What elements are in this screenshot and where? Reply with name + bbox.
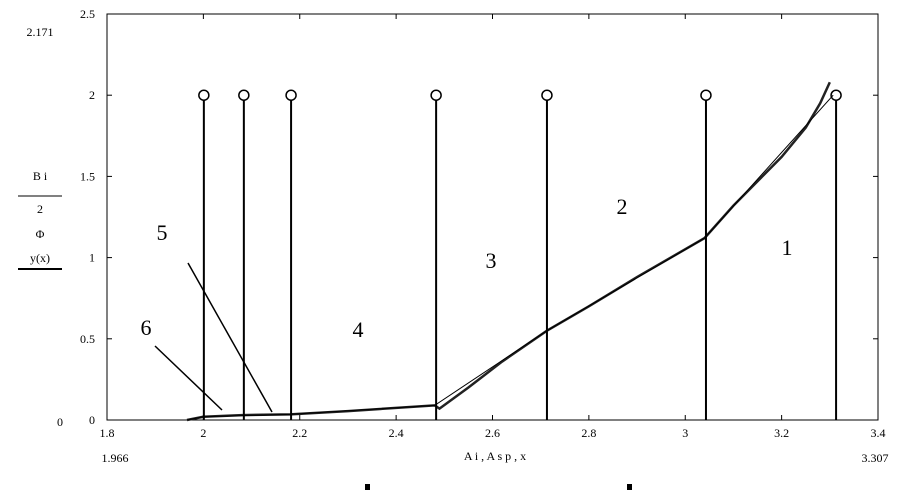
stem-marker [430,89,442,101]
region-label: 1 [782,235,793,260]
stem-marker [198,89,210,101]
x-tick-label: 3 [682,426,688,440]
x-tick-label: 3.2 [774,426,789,440]
x-axis-label: A i , A s p , x [464,449,526,463]
y-tick-label: 1 [89,251,95,265]
stem-marker [541,89,553,101]
limit-label: 3.307 [862,451,889,465]
x-tick-label: 2.6 [485,426,500,440]
leader [187,262,273,413]
region-label: 2 [617,194,628,219]
x-tick-label: 3.4 [871,426,886,440]
data-line [186,94,834,421]
data-line [186,81,831,422]
y-axis-label: B i [33,169,48,183]
y-axis-label: Φ [36,227,45,241]
y-axis-label: y(x) [30,251,50,265]
x-tick-label: 1.8 [100,426,115,440]
y-tick-label: 0 [89,413,95,427]
x-tick-label: 2.2 [292,426,307,440]
stem-marker [238,89,250,101]
y-tick-label: 2.5 [80,7,95,21]
region-label: 6 [141,315,152,340]
region-label: 3 [486,248,497,273]
x-tick-label: 2.8 [581,426,596,440]
leader [154,345,223,411]
plot-frame [106,13,879,421]
y-tick-label: 1.5 [80,169,95,183]
stem-marker [285,89,297,101]
stem-marker [830,89,842,101]
x-tick-label: 2 [200,426,206,440]
limit-label: 1.966 [102,451,129,465]
marker-square [365,484,370,490]
x-tick-label: 2.4 [389,426,404,440]
marker-square [627,484,632,490]
y-axis-label: 2 [37,202,43,216]
stem-marker [700,89,712,101]
limit-label: 0 [57,415,63,429]
region-label: 5 [157,220,168,245]
region-label: 4 [353,317,364,342]
limit-label: 2.171 [27,25,54,39]
y-tick-label: 2 [89,88,95,102]
y-tick-label: 0.5 [80,332,95,346]
